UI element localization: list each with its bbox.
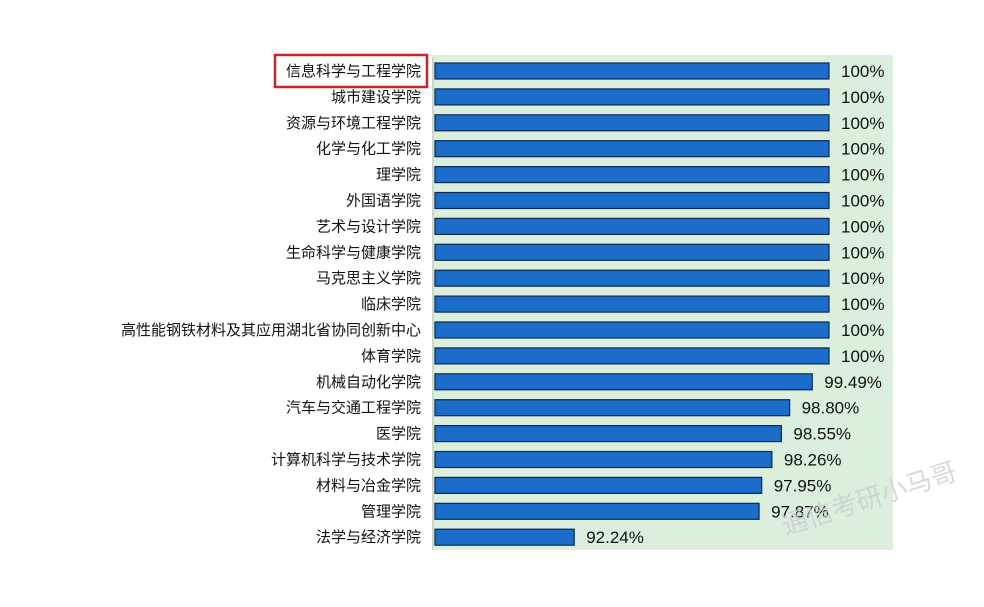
bar — [434, 243, 830, 261]
bar — [434, 502, 760, 520]
category-label: 信息科学与工程学院 — [286, 62, 421, 80]
value-label: 100% — [841, 321, 884, 340]
category-label: 汽车与交通工程学院 — [286, 399, 421, 417]
value-labels: 100% 100% 100% 100% 100% 100% 100% 100% 100% 100%… — [586, 62, 884, 547]
category-label: 外国语学院 — [346, 192, 421, 210]
value-label: 100% — [841, 192, 884, 211]
category-labels: 信息科学与工程学院城市建设学院资源与环境工程学院化学与化工学院理学院外国语学院艺… — [121, 62, 421, 546]
bar — [434, 347, 830, 365]
value-label: 98.55% — [793, 425, 851, 444]
bar — [434, 321, 830, 339]
category-label: 马克思主义学院 — [316, 269, 421, 287]
category-label: 城市建设学院 — [331, 88, 421, 106]
value-label: 100% — [841, 114, 884, 133]
bar — [434, 295, 830, 313]
category-label: 机械自动化学院 — [316, 373, 421, 391]
value-label: 98.80% — [802, 399, 860, 418]
category-label: 法学与经济学院 — [316, 528, 421, 546]
category-label: 管理学院 — [361, 502, 421, 520]
bar — [434, 269, 830, 287]
value-label: 100% — [841, 269, 884, 288]
bar — [434, 114, 830, 132]
category-label: 生命科学与健康学院 — [286, 243, 421, 261]
category-label: 医学院 — [376, 425, 421, 443]
category-label: 高性能钢铁材料及其应用湖北省协同创新中心 — [121, 321, 421, 339]
value-label: 100% — [841, 166, 884, 185]
value-label: 99.49% — [824, 373, 882, 392]
bar — [434, 425, 782, 443]
value-label: 97.95% — [774, 476, 832, 495]
category-label: 艺术与设计学院 — [316, 217, 421, 235]
category-label: 理学院 — [376, 166, 421, 184]
category-label: 化学与化工学院 — [316, 140, 421, 158]
value-label: 100% — [841, 88, 884, 107]
bar — [434, 166, 830, 184]
bars-group — [434, 62, 830, 546]
value-label: 100% — [841, 140, 884, 159]
bar — [434, 399, 791, 417]
value-label: 100% — [841, 217, 884, 236]
bar — [434, 476, 763, 494]
category-label: 临床学院 — [361, 295, 421, 313]
highlight-box — [273, 53, 429, 89]
bar — [434, 140, 830, 158]
value-label: 100% — [841, 243, 884, 262]
bar — [434, 217, 830, 235]
value-label: 100% — [841, 295, 884, 314]
category-label: 资源与环境工程学院 — [286, 114, 421, 132]
bar — [434, 88, 830, 106]
value-label: 98.26% — [784, 451, 842, 470]
category-label: 材料与冶金学院 — [316, 476, 421, 494]
bar — [434, 450, 773, 469]
category-label: 计算机科学与技术学院 — [271, 451, 421, 469]
value-label: 92.24% — [586, 528, 644, 547]
value-label: 100% — [841, 62, 884, 81]
bar — [434, 373, 813, 391]
bar — [434, 528, 575, 546]
value-label: 97.87% — [771, 502, 829, 521]
bar — [434, 191, 830, 210]
bar — [434, 62, 830, 80]
category-label: 体育学院 — [361, 347, 421, 365]
value-label: 100% — [841, 347, 884, 366]
